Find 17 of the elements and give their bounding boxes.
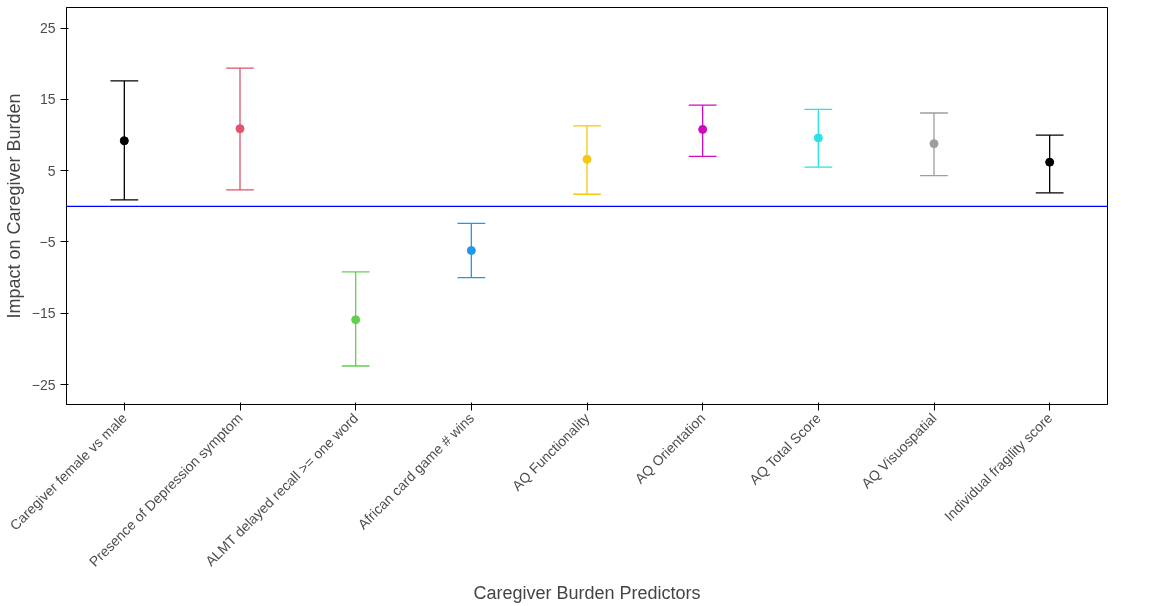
y-tick-label: −15	[31, 305, 56, 322]
point	[1045, 157, 1055, 167]
y-axis-title: Impact on Caregiver Burden	[3, 93, 24, 319]
y-tick-label: 25	[39, 20, 56, 37]
x-axis-title: Caregiver Burden Predictors	[473, 583, 701, 604]
y-tick-label: −25	[31, 376, 56, 393]
point	[351, 315, 361, 325]
y-tick-label: 5	[47, 162, 56, 179]
point	[235, 124, 245, 134]
y-tick-label: −5	[39, 233, 56, 250]
y-tick-label: 15	[39, 91, 56, 108]
point	[582, 154, 592, 164]
point	[813, 133, 823, 143]
point	[466, 246, 476, 256]
point	[119, 136, 129, 146]
point	[698, 124, 708, 134]
point	[929, 139, 939, 149]
